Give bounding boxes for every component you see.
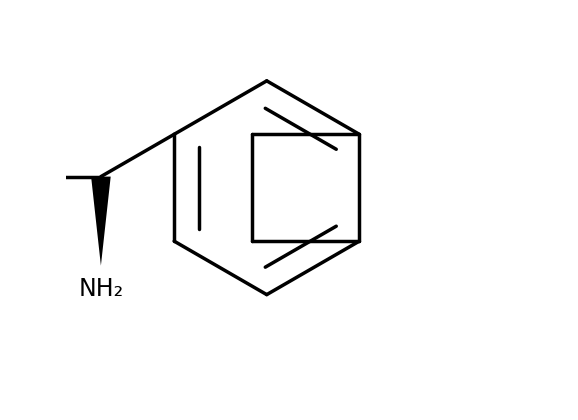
Polygon shape [91, 176, 111, 266]
Text: NH₂: NH₂ [79, 277, 124, 301]
